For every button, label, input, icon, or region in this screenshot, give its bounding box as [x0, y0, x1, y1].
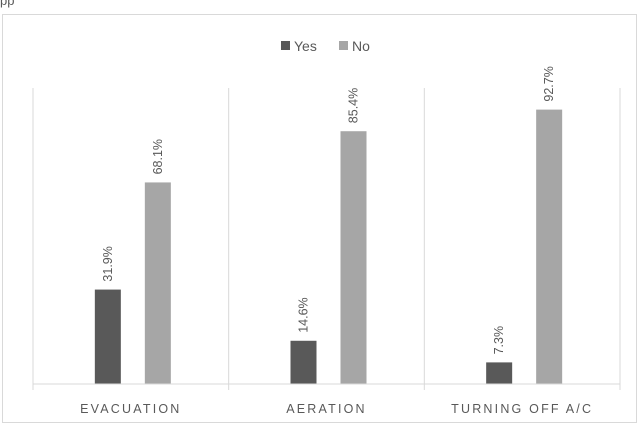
- data-label-yes-2: 7.3%: [492, 326, 506, 354]
- chart-area: [2, 14, 637, 423]
- x-tick-label: TURNING OFF A/C: [451, 402, 593, 416]
- data-labels: 31.9% 68.1% 14.6% 85.4% 7.3% 92.7%: [101, 66, 556, 354]
- legend-swatch-yes: [281, 41, 290, 50]
- x-axis-tick-labels: EVACUATION AERATION TURNING OFF A/C: [80, 402, 593, 416]
- bar-yes-1: [290, 340, 317, 384]
- x-tick-label: AERATION: [286, 402, 367, 416]
- x-tick-label: EVACUATION: [80, 402, 181, 416]
- data-label-no-2: 92.7%: [542, 66, 556, 101]
- bars: [94, 109, 563, 384]
- data-label-no-0: 68.1%: [151, 139, 165, 174]
- bar-yes-0: [94, 289, 121, 384]
- bar-no-2: [536, 109, 563, 384]
- legend-label-no: No: [352, 38, 370, 54]
- bar-no-1: [340, 131, 367, 384]
- data-label-yes-0: 31.9%: [101, 246, 115, 281]
- bar-no-0: [144, 182, 171, 384]
- legend-swatch-no: [339, 41, 348, 50]
- data-label-no-1: 85.4%: [347, 88, 361, 123]
- legend: Yes No: [281, 38, 370, 54]
- cropped-title-fragment: pp: [0, 0, 15, 8]
- category-separators: [32, 88, 621, 390]
- legend-label-yes: Yes: [294, 38, 317, 54]
- data-label-yes-1: 14.6%: [297, 297, 311, 332]
- bar-yes-2: [486, 362, 513, 384]
